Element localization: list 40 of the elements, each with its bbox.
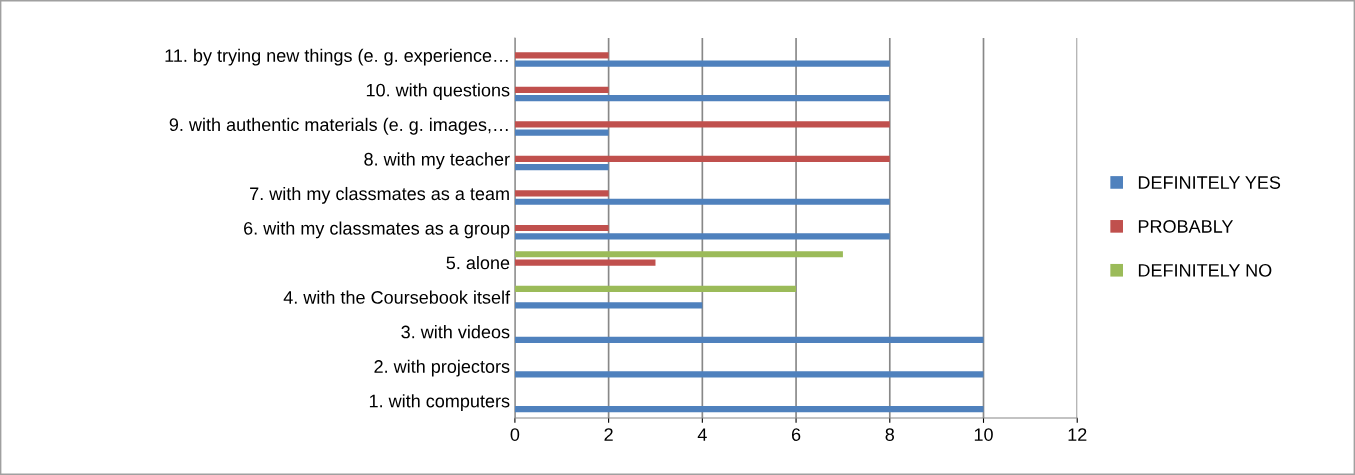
bar bbox=[514, 155, 890, 163]
x-tick-label: 8 bbox=[885, 428, 895, 441]
bar bbox=[514, 405, 984, 413]
bar bbox=[514, 371, 984, 378]
y-tick-label: 3. with videos bbox=[401, 325, 510, 339]
bar bbox=[514, 86, 609, 93]
bar bbox=[514, 251, 843, 258]
bar bbox=[514, 336, 984, 344]
y-tick-label: 4. with the Coursebook itself bbox=[283, 290, 511, 304]
bar bbox=[514, 302, 703, 309]
bar bbox=[514, 233, 890, 240]
bar bbox=[514, 129, 609, 136]
bar bbox=[514, 285, 797, 292]
x-tick-label: 2 bbox=[604, 428, 613, 441]
y-tick-label: 2. with projectors bbox=[374, 359, 510, 377]
y-tick-label: 6. with my classmates as a group bbox=[244, 221, 510, 239]
bar bbox=[514, 259, 656, 266]
y-tick-label: 1. with computers bbox=[369, 394, 510, 412]
y-tick-label: 11. by trying new things (e. g. experience… bbox=[165, 48, 508, 66]
legend-label: PROBABLY bbox=[1138, 220, 1234, 233]
x-tick-label: 12 bbox=[1068, 428, 1087, 441]
bar bbox=[514, 52, 609, 59]
bar bbox=[514, 95, 890, 102]
x-tick-label: 10 bbox=[974, 428, 993, 441]
bar bbox=[514, 198, 890, 205]
bar bbox=[514, 121, 890, 128]
y-tick-label: 10. with questions bbox=[366, 83, 510, 101]
y-tick-label: 9. with authentic materials (e. g. images,… bbox=[169, 117, 508, 135]
legend-label: DEFINITELY YES bbox=[1138, 176, 1281, 189]
y-tick-label: 8. with my teacher bbox=[364, 152, 510, 170]
x-tick-label: 0 bbox=[510, 428, 520, 441]
y-tick-label: 7. with my classmates as a team bbox=[250, 186, 509, 204]
bar bbox=[514, 190, 609, 197]
bar bbox=[514, 224, 609, 232]
x-tick-label: 4 bbox=[697, 428, 707, 441]
y-tick-label: 5. alone bbox=[446, 256, 510, 270]
bar bbox=[514, 164, 609, 171]
bar bbox=[514, 60, 890, 67]
x-tick-label: 6 bbox=[791, 428, 801, 441]
legend-label: DEFINITELY NO bbox=[1138, 263, 1272, 277]
